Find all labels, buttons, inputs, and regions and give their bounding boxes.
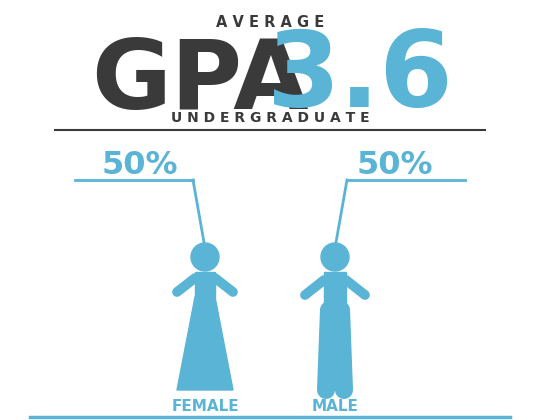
Circle shape [191,243,219,271]
Text: A V E R A G E: A V E R A G E [216,15,324,29]
Polygon shape [177,297,233,390]
Text: MALE: MALE [312,399,359,414]
Text: U N D E R G R A D U A T E: U N D E R G R A D U A T E [171,111,369,125]
Text: 50%: 50% [102,150,178,181]
Text: FEMALE: FEMALE [171,399,239,414]
FancyBboxPatch shape [324,272,346,310]
Text: GPA: GPA [91,36,309,129]
Circle shape [321,243,349,271]
Text: 3.6: 3.6 [267,27,454,129]
Text: 50%: 50% [357,150,433,181]
FancyBboxPatch shape [195,272,215,297]
